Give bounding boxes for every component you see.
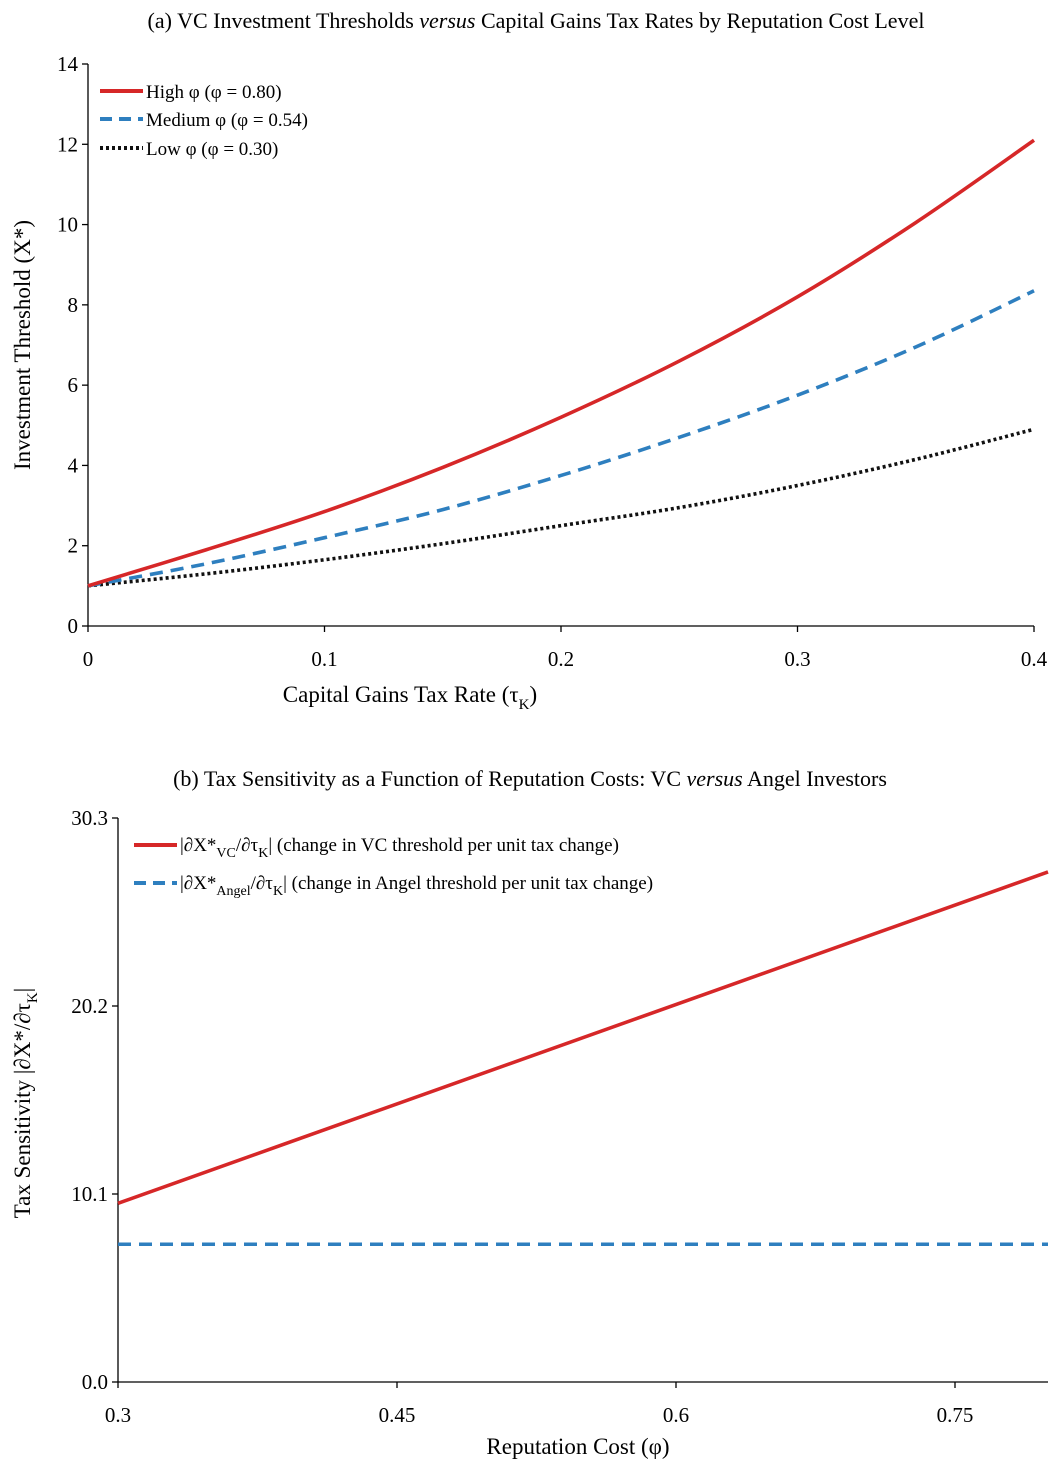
panel-a-x-tick-label: 0 <box>83 647 94 671</box>
panel-b-series <box>117 870 1049 1247</box>
panel-a-y-tick-label: 6 <box>68 373 79 397</box>
panel-a-y-tick-label: 4 <box>68 453 79 477</box>
panel-a-y-tick-label: 2 <box>68 534 79 558</box>
panel-b-y-tick-label: 10.1 <box>71 1182 108 1206</box>
panel-b-y-tick-label: 30.3 <box>71 806 108 830</box>
panel-b-y-ticks: 0.0 10.1 20.2 30.3 <box>71 806 118 1394</box>
panel-b: (b) Tax Sensitivity as a Function of Rep… <box>10 766 1049 1459</box>
panel-a-y-tick-label: 8 <box>68 293 79 317</box>
panel-b-x-tick-label: 0.6 <box>663 1403 689 1427</box>
panel-a: (a) VC Investment Thresholds versus Capi… <box>10 8 1048 713</box>
panel-b-x-label: Reputation Cost (φ) <box>486 1434 669 1459</box>
panel-a-series-line-1 <box>87 289 1035 588</box>
panel-a-y-ticks: 0 2 4 6 8 10 12 14 <box>57 52 88 638</box>
panel-b-series-line-0 <box>117 870 1049 1206</box>
panel-a-y-tick-label: 10 <box>57 213 78 237</box>
panel-a-x-tick-label: 0.1 <box>311 647 337 671</box>
panel-b-x-tick-label: 0.3 <box>105 1403 131 1427</box>
panel-b-y-tick-label: 20.2 <box>71 994 108 1018</box>
legend-label-vc: |∂X*VC/∂τK| (change in VC threshold per … <box>180 835 619 861</box>
panel-a-x-tick-label: 0.2 <box>548 647 574 671</box>
panel-a-series <box>87 138 1036 588</box>
panel-a-x-ticks: 0 0.1 0.2 0.3 0.4 <box>83 626 1048 671</box>
panel-b-x-ticks: 0.3 0.45 0.6 0.75 <box>105 1382 974 1427</box>
panel-a-x-tick-label: 0.4 <box>1021 647 1048 671</box>
panel-b-y-tick-label: 0.0 <box>82 1370 108 1394</box>
panel-b-y-label: Tax Sensitivity |∂X*/∂τK| <box>10 988 41 1219</box>
panel-b-x-tick-label: 0.45 <box>379 1403 416 1427</box>
panel-a-title: (a) VC Investment Thresholds versus Capi… <box>148 8 925 33</box>
panel-a-legend: High φ (φ = 0.80) Medium φ (φ = 0.54) Lo… <box>100 82 308 160</box>
panel-a-y-tick-label: 14 <box>57 52 79 76</box>
legend-label-high: High φ (φ = 0.80) <box>146 82 282 103</box>
panel-a-series-line-0 <box>87 138 1036 588</box>
legend-label-low: Low φ (φ = 0.30) <box>146 139 278 160</box>
panel-b-title: (b) Tax Sensitivity as a Function of Rep… <box>173 766 887 791</box>
panel-a-y-label: Investment Threshold (X*) <box>10 220 35 470</box>
panel-b-x-tick-label: 0.75 <box>937 1403 974 1427</box>
panel-a-y-tick-label: 12 <box>57 132 78 156</box>
panel-a-series-line-2 <box>87 427 1035 588</box>
panel-a-x-tick-label: 0.3 <box>784 647 810 671</box>
legend-label-medium: Medium φ (φ = 0.54) <box>146 110 308 131</box>
legend-label-angel: |∂X*Angel/∂τK| (change in Angel threshol… <box>180 873 653 899</box>
panel-a-y-tick-label: 0 <box>68 614 79 638</box>
panel-a-x-label: Capital Gains Tax Rate (τK) <box>283 682 537 713</box>
panel-b-legend: |∂X*VC/∂τK| (change in VC threshold per … <box>134 835 653 899</box>
